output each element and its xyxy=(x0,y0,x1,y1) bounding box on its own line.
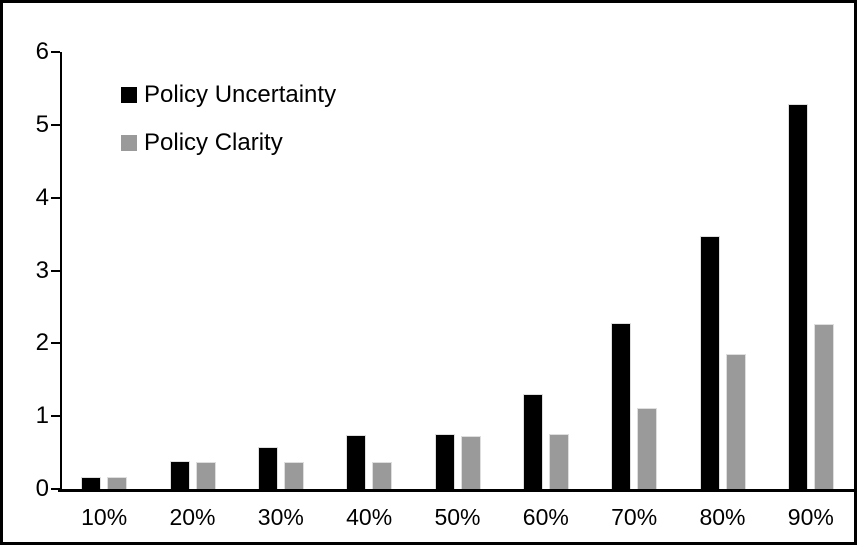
legend: Policy Uncertainty Policy Clarity xyxy=(121,81,337,182)
bar-policy-uncertainty xyxy=(434,434,455,489)
legend-swatch-policy-uncertainty-icon xyxy=(121,87,137,103)
bar-policy-clarity xyxy=(548,434,569,489)
bar-policy-clarity xyxy=(283,462,304,489)
bar-policy-clarity xyxy=(813,323,834,489)
x-tick-label: 20% xyxy=(169,504,216,530)
bar-policy-uncertainty xyxy=(169,461,190,489)
bar-policy-uncertainty xyxy=(346,435,367,489)
y-axis-tick xyxy=(51,269,60,272)
y-axis-tick xyxy=(51,415,60,418)
y-tick-label: 6 xyxy=(35,38,49,65)
bar-policy-clarity xyxy=(460,435,481,489)
bar-policy-uncertainty xyxy=(787,104,808,489)
bar-policy-uncertainty xyxy=(81,476,102,489)
y-tick-label: 1 xyxy=(35,402,49,430)
bar-policy-clarity xyxy=(372,462,393,489)
plot-area: 0 1 2 3 4 5 6 10% 20% 30% 40% 50% 60% 70% 80% 90% xyxy=(3,3,854,542)
y-axis-tick xyxy=(51,196,60,199)
legend-swatch-policy-clarity-icon xyxy=(121,135,137,151)
x-tick-label: 30% xyxy=(257,504,304,530)
bar-policy-clarity xyxy=(637,408,658,489)
y-tick-label: 4 xyxy=(35,183,49,211)
y-tick-label: 2 xyxy=(35,329,49,357)
x-tick-label: 50% xyxy=(434,504,481,530)
y-tick-label: 5 xyxy=(35,110,49,138)
legend-label-policy-uncertainty: Policy Uncertainty xyxy=(144,81,337,108)
x-tick-label: 90% xyxy=(787,504,834,530)
y-axis-tick xyxy=(51,488,60,490)
y-axis-tick xyxy=(51,123,60,126)
x-tick-label: 80% xyxy=(699,504,746,530)
legend-item-policy-uncertainty: Policy Uncertainty xyxy=(121,81,337,108)
legend-item-policy-clarity: Policy Clarity xyxy=(121,129,336,156)
x-axis xyxy=(58,489,854,492)
bar-policy-clarity xyxy=(725,353,746,489)
legend-label-policy-clarity: Policy Clarity xyxy=(144,129,283,156)
bar-policy-uncertainty xyxy=(699,236,720,489)
bar-policy-clarity xyxy=(107,477,128,489)
x-tick-label: 70% xyxy=(611,504,658,530)
x-tick-label: 10% xyxy=(81,504,128,530)
bar-policy-clarity xyxy=(195,462,216,489)
bar-policy-uncertainty xyxy=(611,322,632,489)
bar-policy-uncertainty xyxy=(522,393,543,489)
y-axis-tick xyxy=(51,342,60,345)
y-axis xyxy=(60,52,62,492)
y-tick-label: 0 xyxy=(35,475,49,502)
x-tick-label: 40% xyxy=(346,504,393,530)
y-axis-tick xyxy=(51,51,60,53)
x-tick-label: 60% xyxy=(522,504,569,530)
bar-policy-uncertainty xyxy=(257,447,278,489)
y-tick-label: 3 xyxy=(35,256,49,284)
